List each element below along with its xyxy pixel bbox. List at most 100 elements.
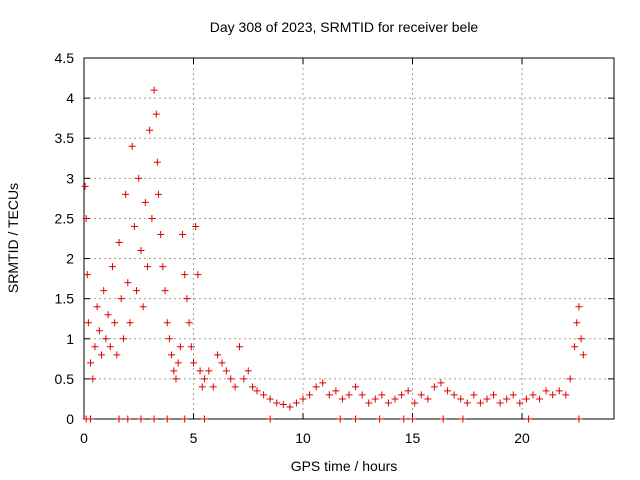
data-point	[525, 415, 533, 423]
data-point	[266, 415, 274, 423]
data-point	[150, 86, 158, 94]
data-point	[444, 387, 452, 395]
data-point	[404, 387, 412, 395]
y-tick-label: 3.5	[55, 130, 75, 146]
data-point	[555, 387, 563, 395]
data-point	[536, 395, 544, 403]
data-point	[205, 367, 213, 375]
data-point	[417, 391, 425, 399]
data-point	[575, 303, 583, 311]
data-point	[562, 391, 570, 399]
data-point	[522, 395, 530, 403]
data-point	[198, 383, 206, 391]
data-point	[161, 287, 169, 295]
data-point	[115, 239, 123, 247]
data-point	[183, 295, 191, 303]
data-point	[87, 415, 95, 423]
data-point	[516, 399, 524, 407]
data-point	[286, 403, 294, 411]
data-point	[577, 335, 585, 343]
data-point	[398, 391, 406, 399]
data-point	[483, 395, 491, 403]
data-point	[575, 415, 583, 423]
data-point	[187, 343, 195, 351]
data-point	[119, 335, 127, 343]
chart-title: Day 308 of 2023, SRMTID for receiver bel…	[210, 19, 479, 35]
data-point	[299, 395, 307, 403]
data-point	[244, 367, 252, 375]
data-point	[200, 375, 208, 383]
data-point	[384, 399, 392, 407]
data-point	[457, 395, 465, 403]
data-point	[95, 327, 103, 335]
data-point	[439, 415, 447, 423]
data-point	[91, 343, 99, 351]
data-point	[124, 415, 132, 423]
data-point	[312, 383, 320, 391]
x-tick-label: 5	[190, 430, 198, 446]
data-point	[148, 214, 156, 222]
data-point	[459, 415, 467, 423]
data-point	[571, 343, 579, 351]
x-tick-label: 15	[405, 430, 421, 446]
data-point	[93, 303, 101, 311]
data-point	[566, 375, 574, 383]
data-point	[98, 351, 106, 359]
data-point	[306, 391, 314, 399]
data-point	[352, 383, 360, 391]
data-point	[150, 415, 158, 423]
data-point	[117, 295, 125, 303]
data-point	[240, 375, 248, 383]
data-point	[463, 399, 471, 407]
data-point	[222, 367, 230, 375]
data-point	[371, 395, 379, 403]
data-point	[176, 343, 184, 351]
data-point	[260, 391, 268, 399]
data-point	[253, 387, 261, 395]
data-point	[163, 319, 171, 327]
data-point	[490, 391, 498, 399]
data-point	[358, 391, 366, 399]
data-point	[365, 399, 373, 407]
data-point	[409, 415, 417, 423]
data-point	[319, 379, 327, 387]
data-point	[153, 158, 161, 166]
y-tick-label: 2	[66, 251, 74, 267]
data-point	[332, 387, 340, 395]
data-point	[218, 359, 226, 367]
y-axis-label: SRMTID / TECUs	[5, 183, 21, 293]
data-point	[106, 343, 114, 351]
data-point	[83, 271, 91, 279]
data-point	[194, 271, 202, 279]
data-point	[122, 190, 130, 198]
data-point	[200, 415, 208, 423]
data-point	[209, 383, 217, 391]
plot-frame	[83, 57, 615, 420]
data-point	[266, 395, 274, 403]
data-point	[503, 395, 511, 403]
data-point	[124, 279, 132, 287]
data-point	[336, 415, 344, 423]
data-point	[192, 222, 200, 230]
x-tick-label: 10	[295, 430, 311, 446]
y-tick-label: 3	[66, 170, 74, 186]
data-point	[84, 319, 92, 327]
data-point	[81, 182, 89, 190]
data-point	[170, 367, 178, 375]
data-point	[152, 110, 160, 118]
data-point	[139, 303, 147, 311]
data-point	[235, 343, 243, 351]
data-point	[437, 379, 445, 387]
x-tick-label: 0	[80, 430, 88, 446]
data-point	[154, 190, 162, 198]
grid	[84, 58, 614, 419]
data-point	[174, 359, 182, 367]
data-point	[104, 311, 112, 319]
data-point	[496, 399, 504, 407]
data-point	[133, 287, 141, 295]
y-tick-label: 4.5	[55, 50, 75, 66]
data-point	[273, 399, 281, 407]
data-point	[279, 401, 287, 409]
data-point	[579, 351, 587, 359]
